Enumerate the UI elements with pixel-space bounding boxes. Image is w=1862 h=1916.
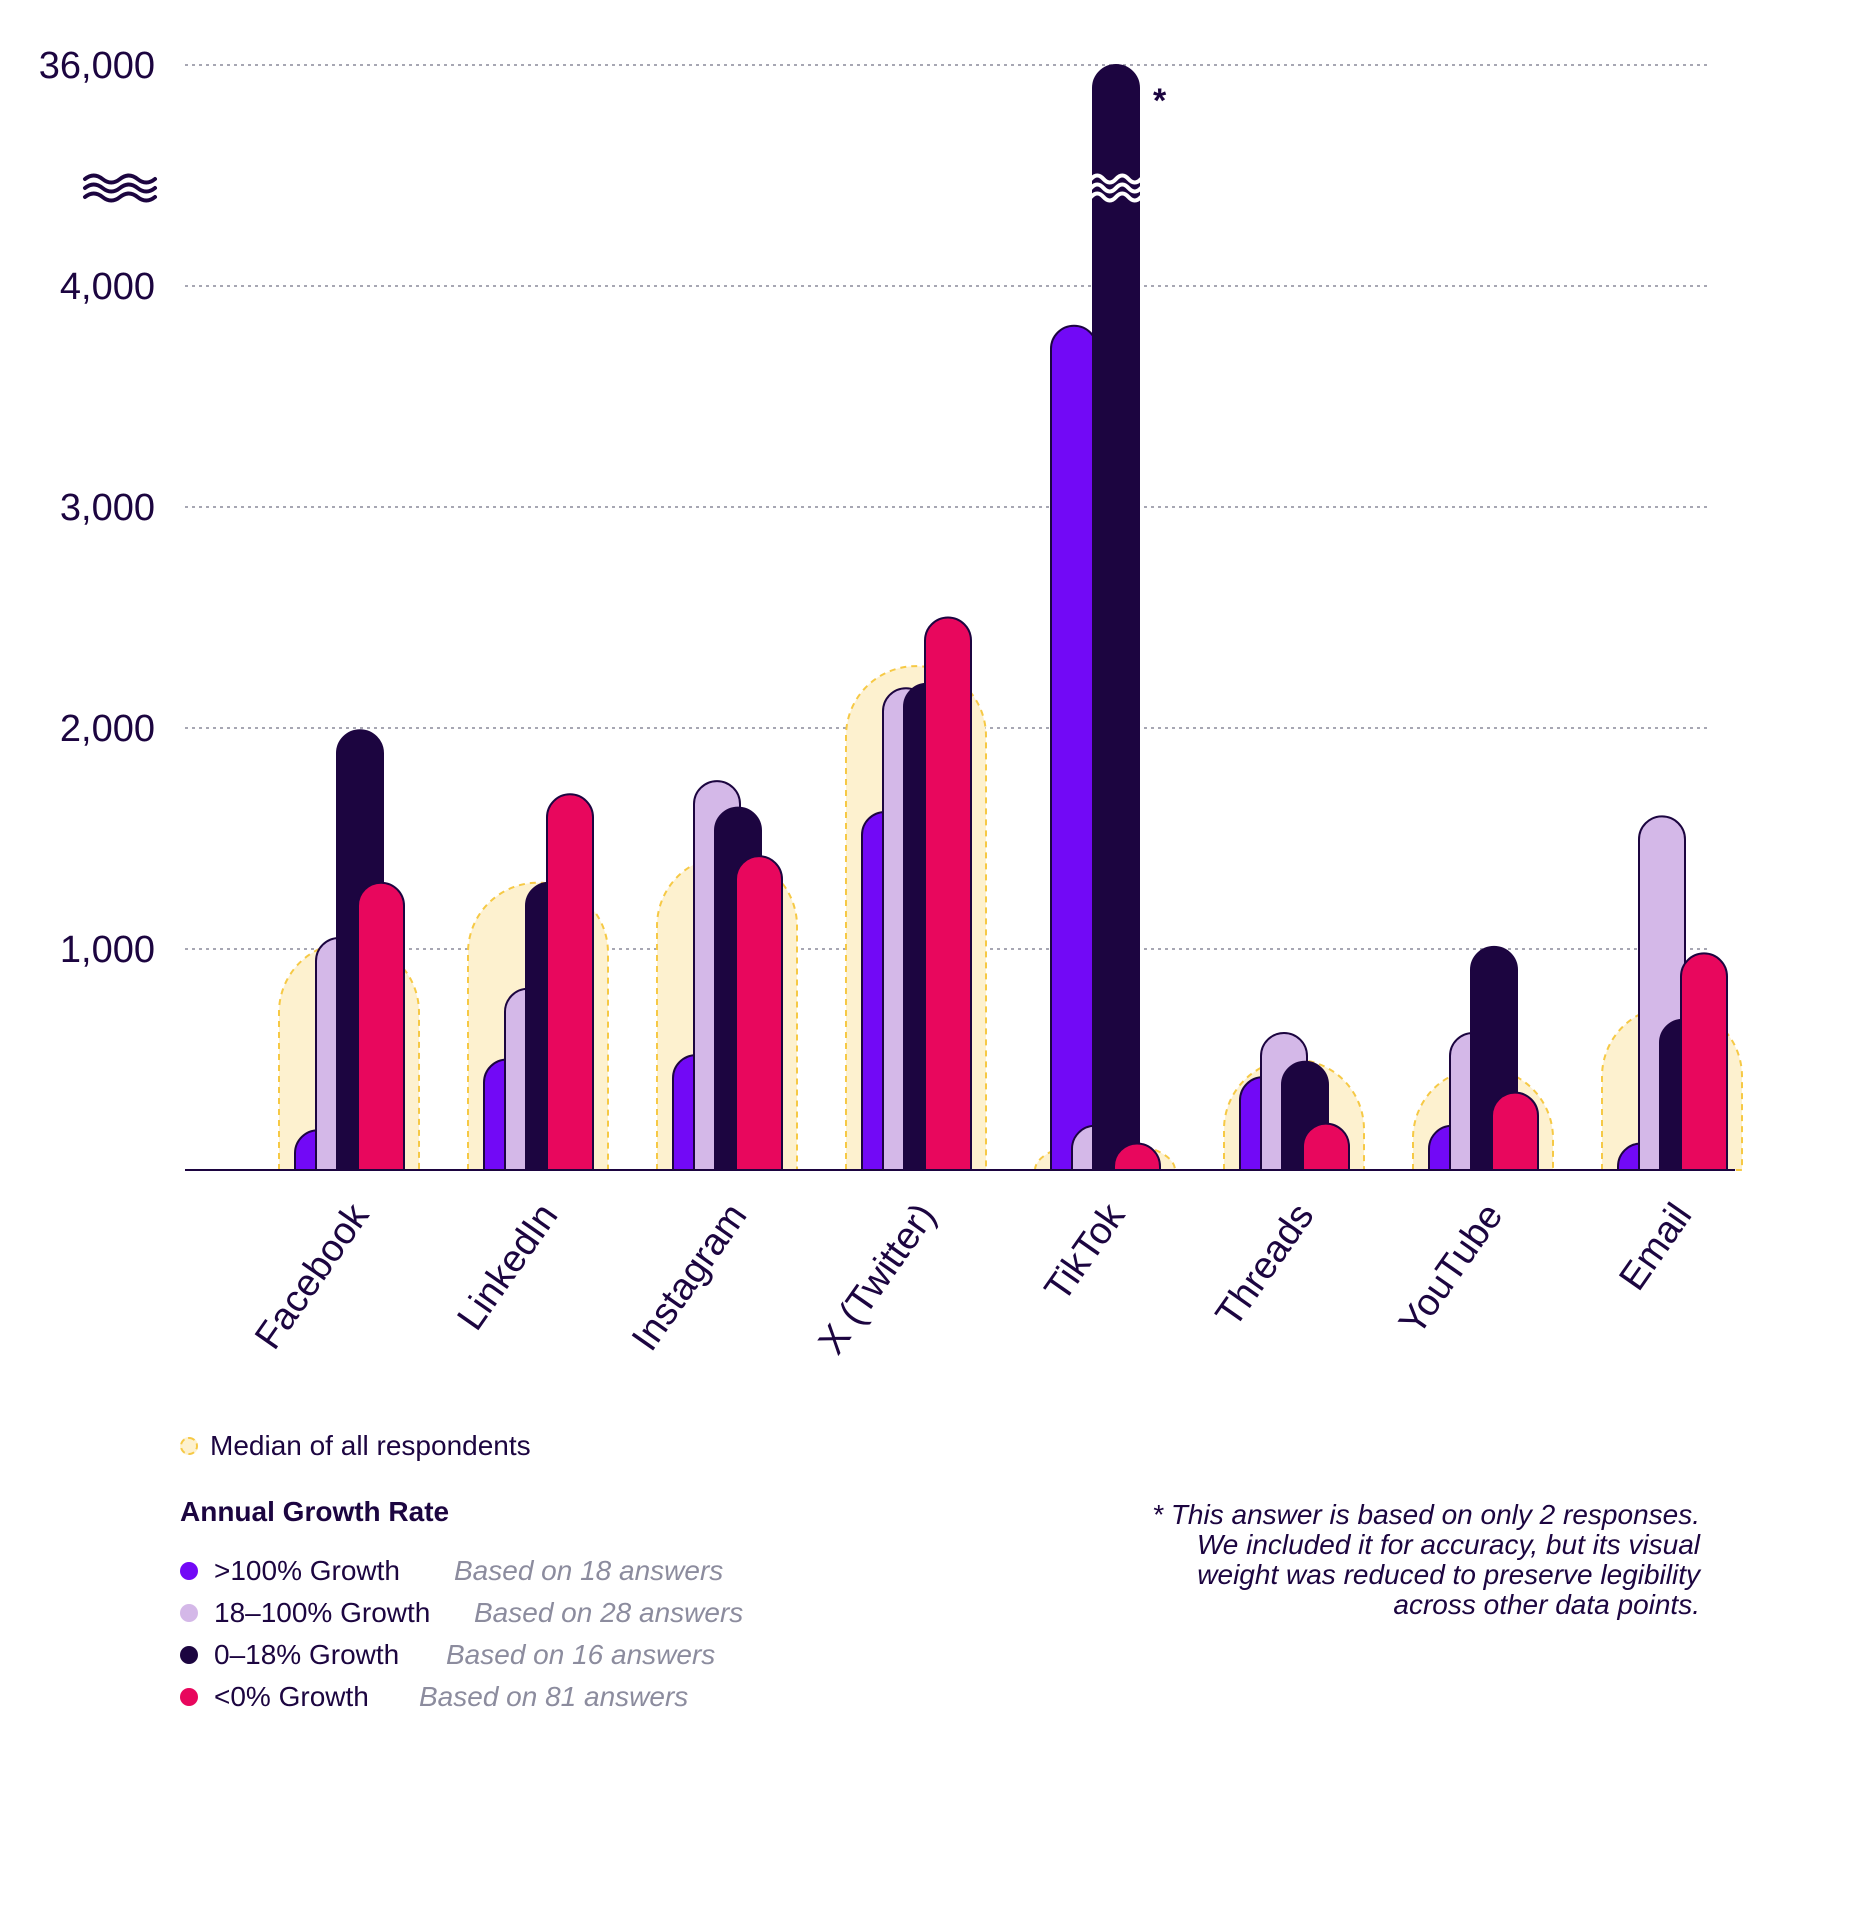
- legend-item: >100% Growth Based on 18 answers: [180, 1550, 743, 1592]
- bar--0-growth: [924, 616, 972, 1171]
- category-label: X (Twitter): [811, 1196, 945, 1362]
- break-wave: [83, 182, 157, 194]
- bar-chart: 1,000 2,000 3,000 4,000 36,000 Facebook Linke…: [39, 45, 1743, 1362]
- series-swatch: [180, 1688, 198, 1706]
- footnote-line: across other data points.: [1393, 1589, 1700, 1620]
- bar--0-growth: [1302, 1122, 1350, 1171]
- median-label: Median of all respondents: [210, 1430, 531, 1461]
- legend-item: 18–100% Growth Based on 28 answers: [180, 1592, 743, 1634]
- category-label: Email: [1611, 1196, 1700, 1298]
- series-swatch: [180, 1562, 198, 1580]
- y-axis-ticks: 1,000 2,000 3,000 4,000 36,000: [39, 45, 155, 971]
- bar-0-18-growth: [1092, 64, 1140, 1171]
- legend-item: 0–18% Growth Based on 16 answers: [180, 1634, 743, 1676]
- bar--0-growth: [1491, 1091, 1539, 1171]
- legend-item-label: >100% Growth: [214, 1555, 400, 1586]
- break-wave: [83, 191, 157, 203]
- axis-break-marks: [83, 173, 1143, 203]
- footnote-line: weight was reduced to preserve legibilit…: [1197, 1559, 1700, 1590]
- category-label: Facebook: [247, 1195, 378, 1357]
- bar--0-growth: [546, 793, 594, 1171]
- y-tick-label: 3,000: [60, 487, 155, 529]
- category-label: YouTube: [1391, 1196, 1511, 1342]
- axis-break-icon: [83, 173, 157, 203]
- y-tick-label: 2,000: [60, 708, 155, 750]
- y-tick-label: 36,000: [39, 45, 155, 87]
- grid-lines: [185, 64, 1710, 950]
- tiktok-asterisk: *: [1153, 82, 1167, 120]
- bar--0-growth: [357, 881, 405, 1171]
- legend-median: Median of all respondents: [180, 1430, 743, 1462]
- category-label: Threads: [1208, 1196, 1322, 1334]
- y-tick-label: 4,000: [60, 266, 155, 308]
- legend-item-note: Based on 18 answers: [454, 1555, 724, 1586]
- category-label: TikTok: [1037, 1195, 1134, 1309]
- footnote-line: We included it for accuracy, but its vis…: [1196, 1529, 1700, 1560]
- bar-break-icon: [1089, 173, 1143, 203]
- footnote: * This answer is based on only 2 respons…: [1060, 1500, 1700, 1620]
- series-swatch: [180, 1604, 198, 1622]
- bar--100-growth: [1050, 324, 1098, 1171]
- bar--0-growth: [1113, 1142, 1161, 1171]
- legend-item-note: Based on 16 answers: [446, 1639, 716, 1670]
- median-swatch: [180, 1437, 198, 1455]
- legend-item-label: 18–100% Growth: [214, 1597, 431, 1628]
- series-swatch: [180, 1646, 198, 1664]
- legend-item-label: 0–18% Growth: [214, 1639, 400, 1670]
- bars: [294, 64, 1728, 1171]
- footnote-line: * This answer is based on only 2 respons…: [1152, 1499, 1700, 1530]
- legend-item-note: Based on 81 answers: [419, 1681, 689, 1712]
- legend-title: Annual Growth Rate: [180, 1496, 450, 1527]
- break-wave: [1089, 182, 1143, 194]
- x-axis-labels: Facebook LinkedIn Instagram X (Twitter) TikT…: [247, 1195, 1700, 1362]
- break-wave: [83, 173, 157, 185]
- legend-item-label: <0% Growth: [214, 1681, 369, 1712]
- break-wave: [1089, 173, 1143, 185]
- bar--0-growth: [1680, 952, 1728, 1171]
- category-label: Instagram: [624, 1196, 755, 1359]
- legend-item-note: Based on 28 answers: [474, 1597, 744, 1628]
- bar--0-growth: [735, 855, 783, 1171]
- break-wave: [1089, 191, 1143, 203]
- legend: Median of all respondents Annual Growth …: [180, 1430, 743, 1718]
- y-tick-label: 1,000: [60, 929, 155, 971]
- legend-item: <0% Growth Based on 81 answers: [180, 1676, 743, 1718]
- category-label: LinkedIn: [450, 1196, 567, 1338]
